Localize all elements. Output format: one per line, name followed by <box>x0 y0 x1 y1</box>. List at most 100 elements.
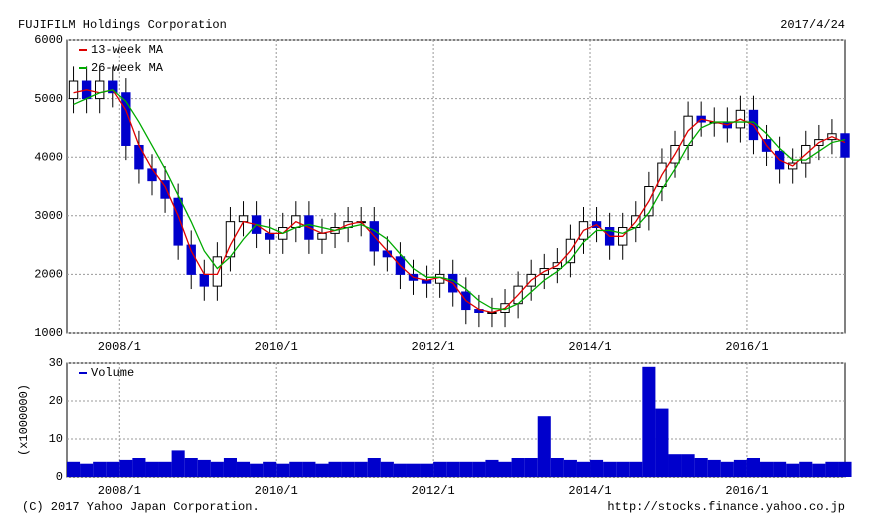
y-tick-label: 0 <box>56 470 63 484</box>
volume-bar <box>315 463 329 477</box>
y-tick-label: 1000 <box>34 326 63 340</box>
volume-bar <box>184 458 198 477</box>
x-tick-label: 2014/1 <box>568 340 611 354</box>
volume-bar <box>681 454 695 477</box>
y-tick-label: 30 <box>49 356 63 370</box>
source-url: http://stocks.finance.yahoo.co.jp <box>607 500 845 514</box>
y-tick-label: 20 <box>49 394 63 408</box>
volume-bar <box>276 463 290 477</box>
candle-body <box>160 180 170 199</box>
volume-bar <box>812 463 826 477</box>
candle-body <box>173 197 183 246</box>
volume-bar <box>616 461 630 477</box>
y-tick-label: 5000 <box>34 92 63 106</box>
volume-bar <box>223 458 237 477</box>
y-tick-label: 6000 <box>34 33 63 47</box>
y-tick-label: 4000 <box>34 150 63 164</box>
volume-bar <box>106 461 120 477</box>
candle-body <box>264 232 275 240</box>
candle-body <box>317 232 327 240</box>
candle-body <box>238 215 249 223</box>
volume-bar <box>511 458 525 477</box>
volume-bar <box>799 461 813 477</box>
volume-bar <box>171 450 185 477</box>
volume-bar <box>380 461 394 477</box>
volume-bar <box>707 459 721 477</box>
volume-bar <box>302 461 316 477</box>
volume-bar <box>603 461 617 477</box>
volume-bar <box>733 459 747 477</box>
volume-bar <box>354 461 368 477</box>
x-tick-label: 2008/1 <box>98 484 141 498</box>
volume-bar <box>786 463 800 477</box>
legend-label: 26-week MA <box>91 61 164 75</box>
volume-bar <box>838 461 852 477</box>
x-tick-label: 2016/1 <box>725 484 768 498</box>
volume-bar <box>433 461 447 477</box>
volume-bar <box>236 461 251 477</box>
legend-label: Volume <box>91 366 134 380</box>
volume-bar <box>550 458 564 477</box>
volume-bar <box>825 461 839 477</box>
x-tick-label: 2016/1 <box>725 340 768 354</box>
volume-bar <box>576 461 591 477</box>
candle-body <box>147 168 157 182</box>
volume-bar <box>132 458 146 477</box>
volume-bar <box>393 463 407 477</box>
x-tick-label: 2010/1 <box>255 340 298 354</box>
volume-bar <box>668 454 682 477</box>
volume-bar <box>420 463 434 477</box>
volume-bar <box>341 461 355 477</box>
volume-bar <box>629 461 643 477</box>
candle-body <box>108 80 118 94</box>
x-tick-label: 2014/1 <box>568 484 611 498</box>
volume-bar <box>472 461 486 477</box>
x-tick-label: 2008/1 <box>98 340 141 354</box>
volume-bar <box>655 408 669 477</box>
date: 2017/4/24 <box>780 18 845 32</box>
volume-bar <box>406 463 421 477</box>
y-tick-label: 10 <box>49 432 63 446</box>
volume-bar <box>642 366 656 477</box>
volume-bar <box>367 458 381 477</box>
copyright: (C) 2017 Yahoo Japan Corporation. <box>22 500 260 514</box>
volume-bar <box>119 459 133 477</box>
candle-body <box>840 133 850 158</box>
volume-bar <box>80 463 94 477</box>
volume-bar <box>537 416 551 477</box>
volume-bar <box>328 461 342 477</box>
candle-body <box>199 273 209 287</box>
volume-bar <box>498 461 512 477</box>
volume-bar <box>446 461 460 477</box>
volume-bar <box>250 463 264 477</box>
volume-bar <box>289 461 303 477</box>
volume-bar <box>67 461 81 477</box>
y-axis-label: (x1000000) <box>17 384 31 456</box>
volume-bar <box>694 458 708 477</box>
volume-bar <box>93 461 107 477</box>
y-tick-label: 2000 <box>34 268 63 282</box>
moving-average-line <box>73 89 846 311</box>
candle-body <box>68 80 79 100</box>
candle-body <box>95 80 105 100</box>
volume-bar <box>145 461 159 477</box>
title: FUJIFILM Holdings Corporation <box>18 18 227 32</box>
volume-bar <box>459 461 473 477</box>
x-tick-label: 2012/1 <box>412 484 455 498</box>
volume-bar <box>524 458 538 477</box>
legend-label: 13-week MA <box>91 43 164 57</box>
volume-bar <box>773 461 787 477</box>
volume-bar <box>263 461 277 477</box>
volume-bar <box>485 459 499 477</box>
x-tick-label: 2010/1 <box>255 484 298 498</box>
volume-bar <box>197 459 211 477</box>
volume-bar <box>746 458 761 477</box>
y-tick-label: 3000 <box>34 209 63 223</box>
candle-body <box>121 92 131 146</box>
volume-bar <box>760 461 774 477</box>
volume-bar <box>563 459 577 477</box>
volume-bar <box>158 461 172 477</box>
x-tick-label: 2012/1 <box>412 340 455 354</box>
candle-body <box>212 256 223 287</box>
